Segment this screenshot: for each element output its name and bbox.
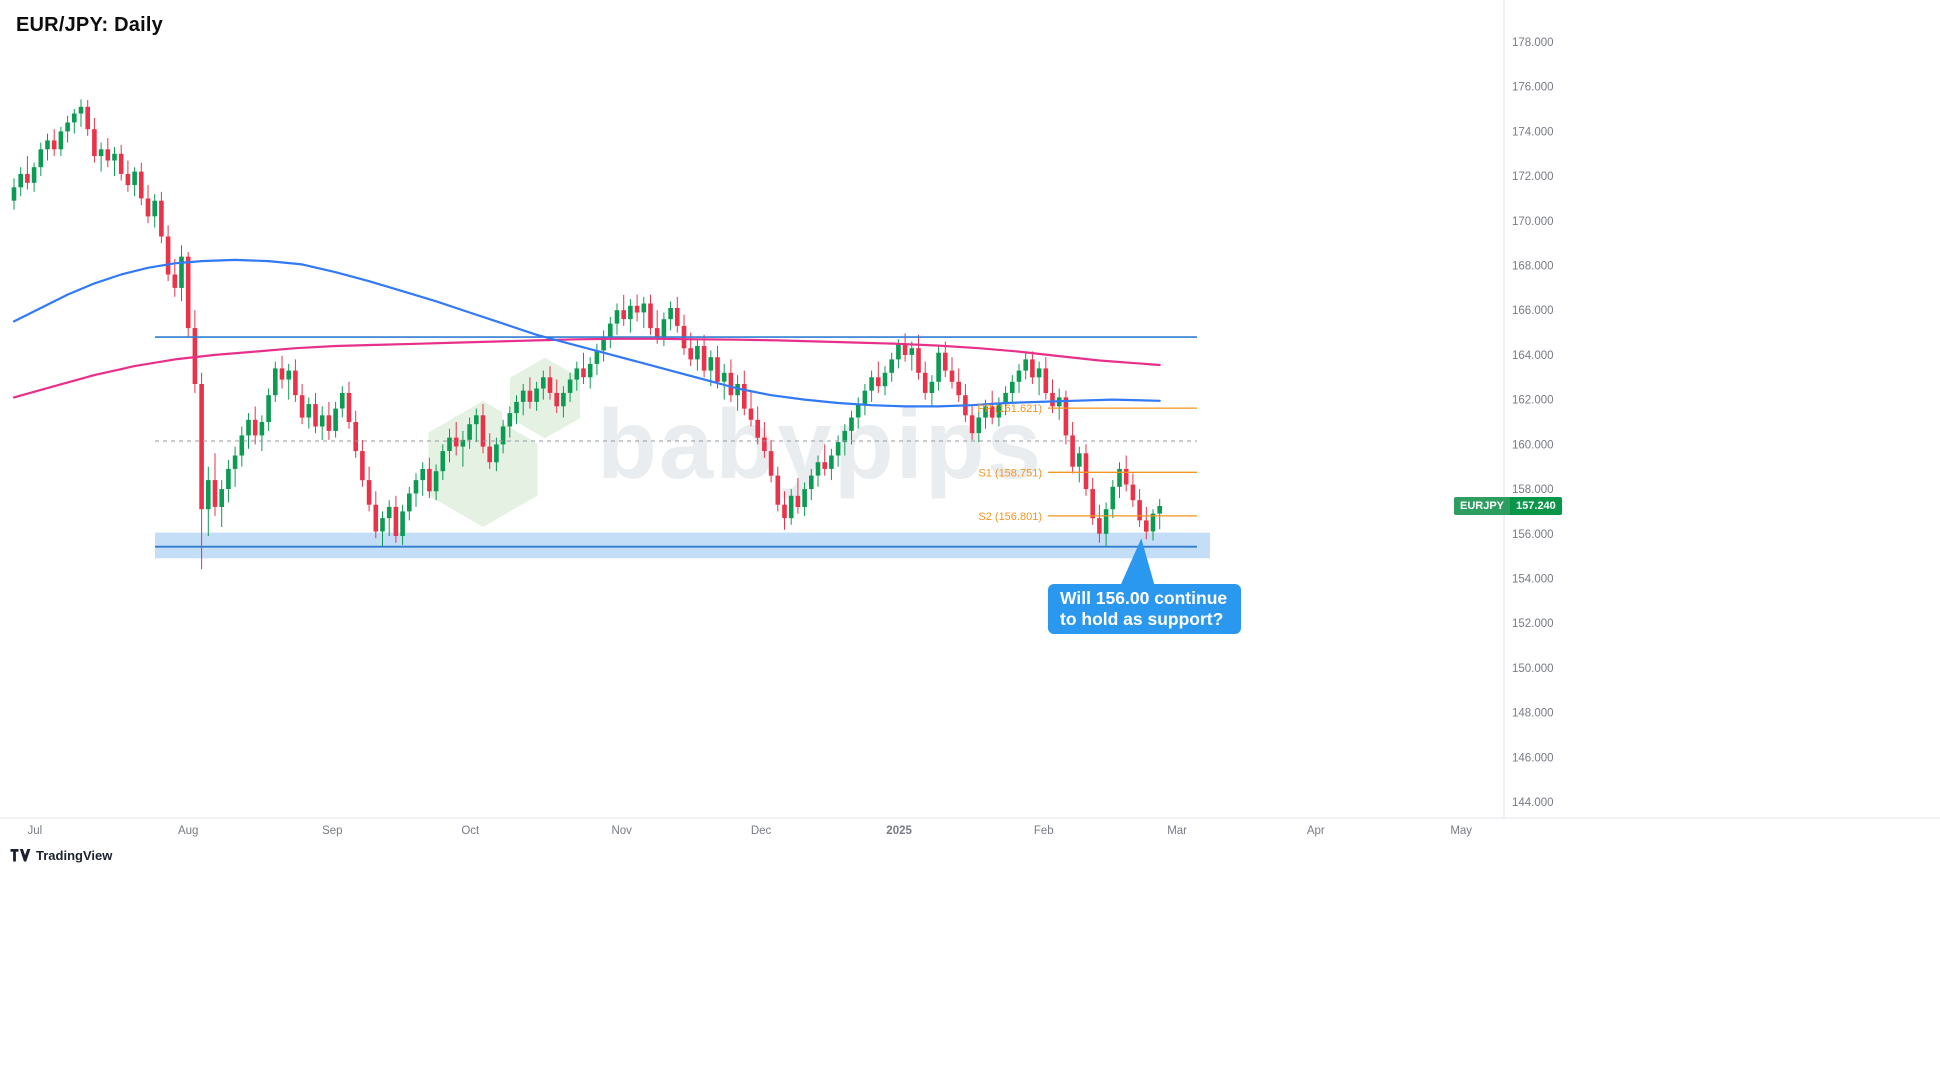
svg-text:Feb: Feb bbox=[1034, 825, 1054, 837]
svg-text:176.000: 176.000 bbox=[1512, 82, 1554, 94]
last-price-symbol: EURJPY bbox=[1454, 497, 1511, 515]
tradingview-label: TradingView bbox=[36, 848, 113, 863]
svg-text:162.000: 162.000 bbox=[1512, 395, 1554, 407]
svg-text:May: May bbox=[1450, 825, 1472, 837]
svg-text:164.000: 164.000 bbox=[1512, 350, 1554, 362]
svg-text:Mar: Mar bbox=[1167, 825, 1187, 837]
tradingview-logo-icon bbox=[10, 849, 31, 862]
pivot-levels: PP (161.621) S1 (158.751) S2 (156.801) bbox=[977, 403, 1197, 523]
svg-text:160.000: 160.000 bbox=[1512, 439, 1554, 451]
tradingview-attribution[interactable]: TradingView bbox=[10, 848, 112, 863]
svg-text:Nov: Nov bbox=[611, 825, 632, 837]
callout-pointer bbox=[1119, 538, 1156, 588]
callout-line-2: to hold as support? bbox=[1060, 609, 1223, 629]
svg-text:148.000: 148.000 bbox=[1512, 708, 1554, 720]
svg-text:174.000: 174.000 bbox=[1512, 126, 1554, 138]
svg-text:156.000: 156.000 bbox=[1512, 529, 1554, 541]
callout-line-1: Will 156.00 continue bbox=[1060, 588, 1227, 608]
svg-text:170.000: 170.000 bbox=[1512, 216, 1554, 228]
svg-text:178.000: 178.000 bbox=[1512, 37, 1554, 49]
last-price-badge: EURJPY 157.240 bbox=[1454, 497, 1562, 515]
axis-separators bbox=[0, 0, 1940, 819]
svg-text:Dec: Dec bbox=[751, 825, 772, 837]
support-zone[interactable] bbox=[155, 532, 1210, 559]
last-price-value: 157.240 bbox=[1510, 497, 1562, 515]
candlestick-series bbox=[11, 99, 1162, 570]
symbol-title: EUR/JPY: Daily bbox=[16, 14, 163, 36]
svg-text:2025: 2025 bbox=[886, 825, 912, 837]
svg-text:S1 (158.751): S1 (158.751) bbox=[978, 467, 1042, 479]
svg-text:146.000: 146.000 bbox=[1512, 752, 1554, 764]
svg-text:144.000: 144.000 bbox=[1512, 797, 1554, 809]
svg-text:S2 (156.801): S2 (156.801) bbox=[978, 511, 1042, 523]
price-axis[interactable]: 178.000 176.000 174.000 172.000 170.000 168.0… bbox=[1512, 37, 1554, 809]
babypips-hexagon-icon bbox=[502, 348, 588, 448]
svg-text:172.000: 172.000 bbox=[1512, 171, 1554, 183]
svg-text:Aug: Aug bbox=[178, 825, 198, 837]
svg-text:152.000: 152.000 bbox=[1512, 618, 1554, 630]
svg-text:Oct: Oct bbox=[461, 825, 480, 837]
svg-text:PP (161.621): PP (161.621) bbox=[977, 403, 1042, 415]
svg-text:150.000: 150.000 bbox=[1512, 663, 1554, 675]
ma-blue-line bbox=[12, 258, 1161, 408]
svg-text:154.000: 154.000 bbox=[1512, 574, 1554, 586]
time-axis[interactable]: Jul Aug Sep Oct Nov Dec 2025 Feb Mar Apr May bbox=[27, 825, 1472, 837]
ma-pink-line bbox=[12, 337, 1161, 399]
svg-text:168.000: 168.000 bbox=[1512, 261, 1554, 273]
svg-text:Sep: Sep bbox=[322, 825, 342, 837]
svg-text:158.000: 158.000 bbox=[1512, 484, 1554, 496]
svg-text:166.000: 166.000 bbox=[1512, 305, 1554, 317]
svg-text:Apr: Apr bbox=[1307, 825, 1325, 837]
svg-text:Jul: Jul bbox=[27, 825, 42, 837]
